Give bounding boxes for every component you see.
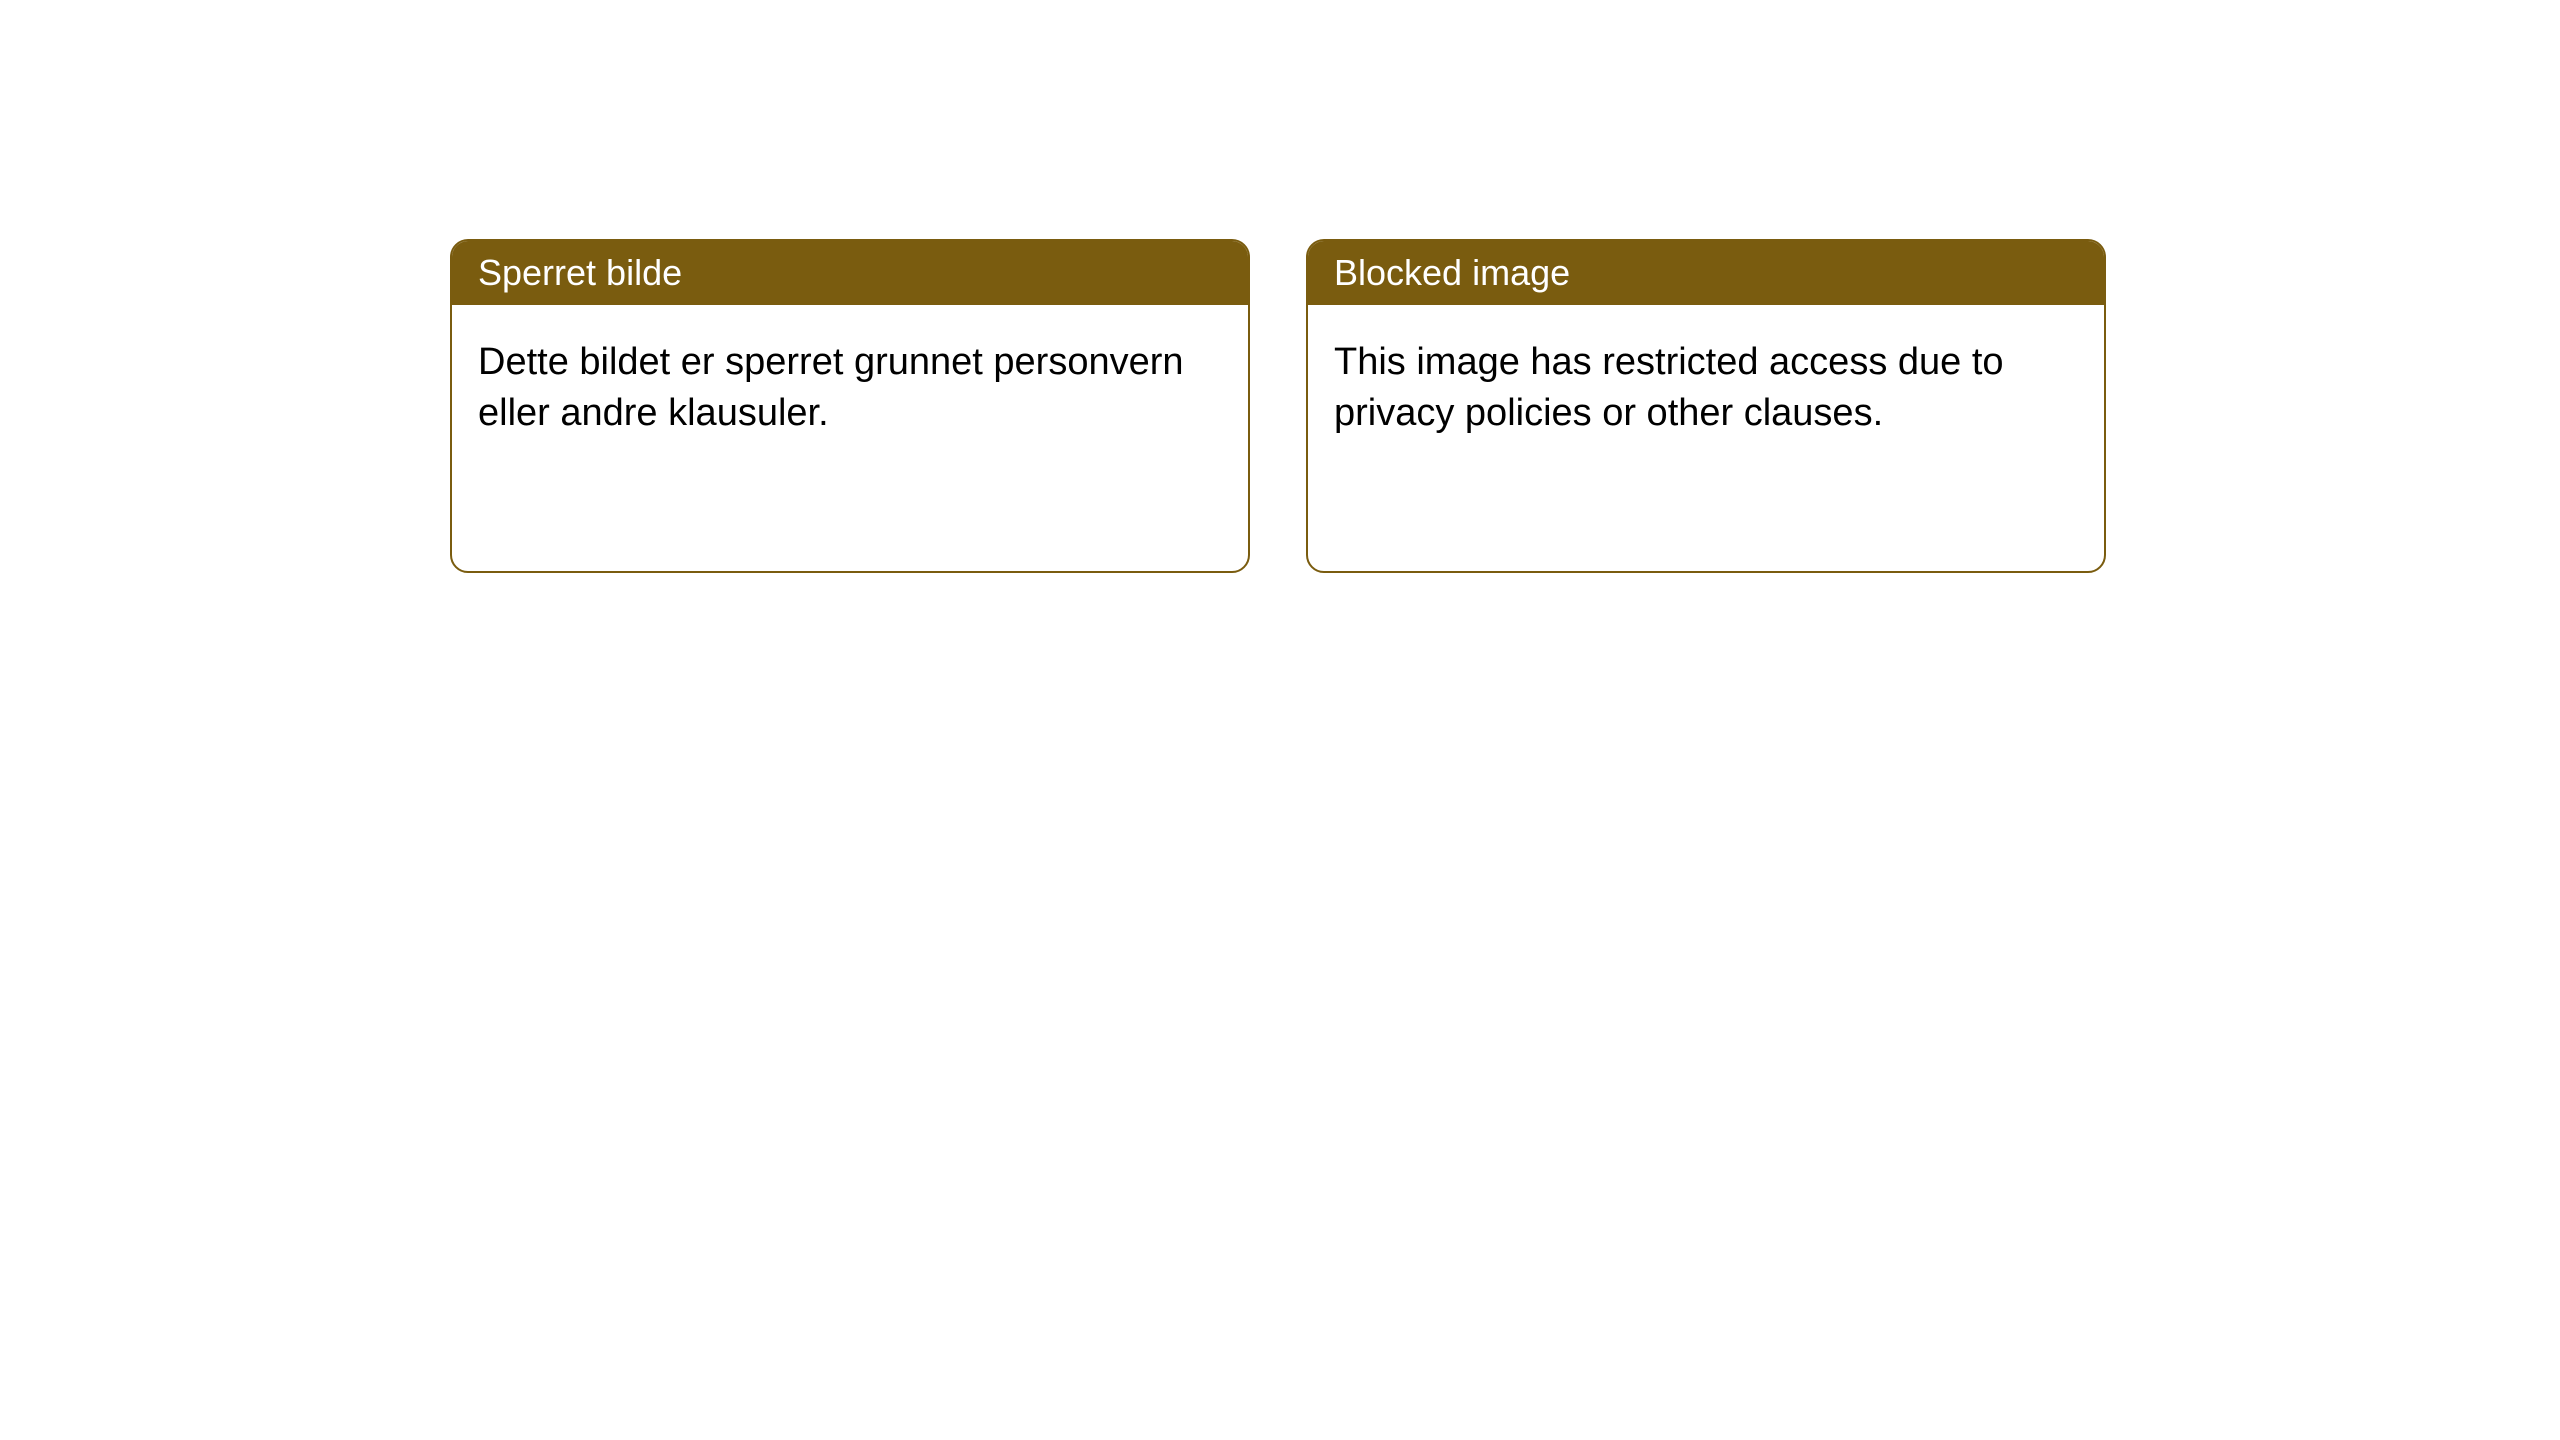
notice-header-norwegian: Sperret bilde (452, 241, 1248, 305)
notice-box-english: Blocked image This image has restricted … (1306, 239, 2106, 573)
notices-container: Sperret bilde Dette bildet er sperret gr… (450, 239, 2106, 573)
notice-box-norwegian: Sperret bilde Dette bildet er sperret gr… (450, 239, 1250, 573)
notice-body-norwegian: Dette bildet er sperret grunnet personve… (452, 305, 1248, 472)
notice-body-english: This image has restricted access due to … (1308, 305, 2104, 472)
notice-header-english: Blocked image (1308, 241, 2104, 305)
